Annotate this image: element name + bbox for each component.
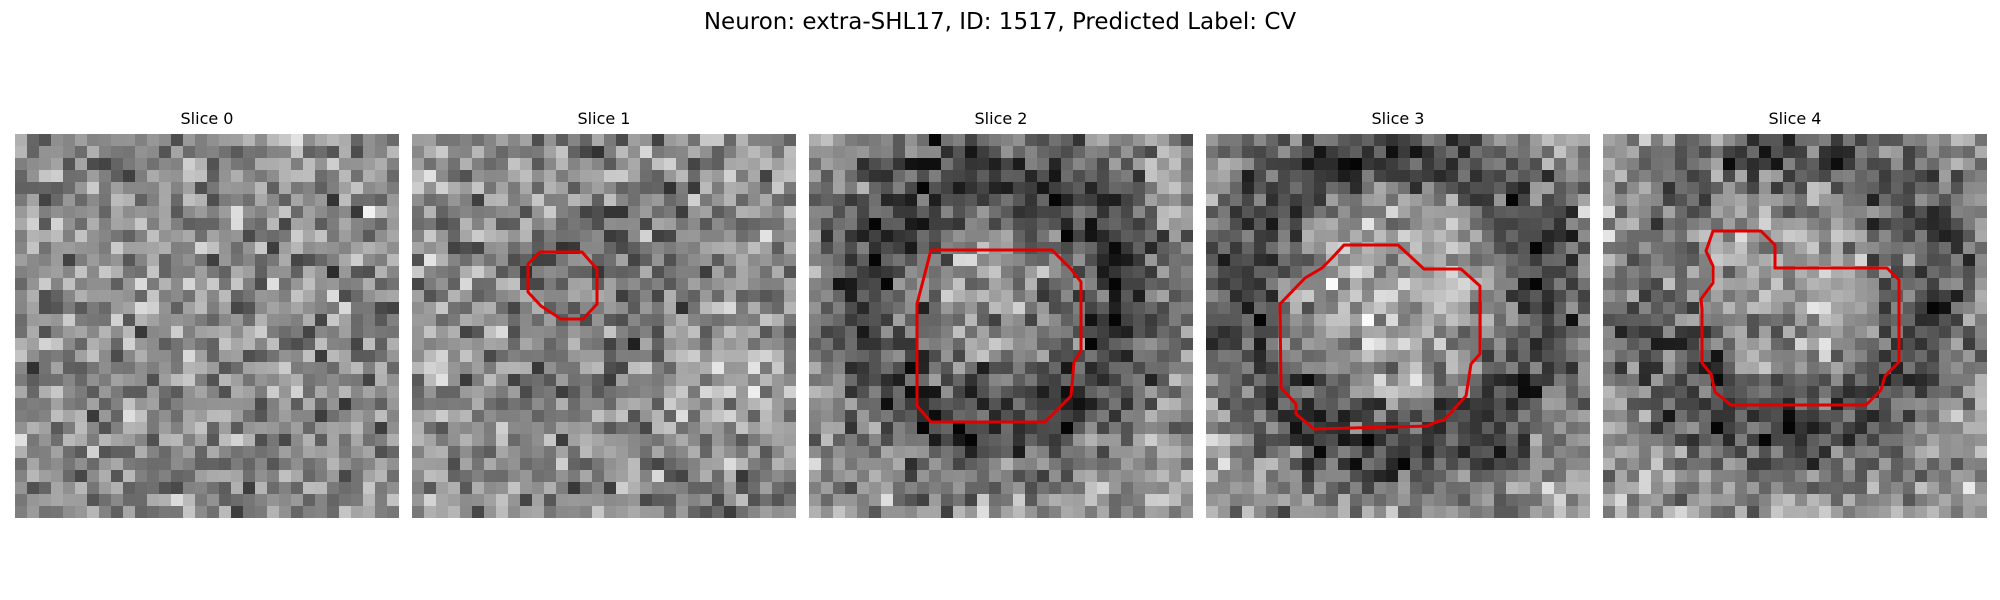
segmentation-contour [526, 250, 599, 321]
segmentation-contour [1278, 243, 1482, 431]
slice-title: Slice 1 [577, 109, 631, 128]
pixel-grid [1206, 134, 1590, 518]
slice-image [15, 134, 399, 518]
slice-panel-2: Slice 2 [809, 108, 1193, 518]
slice-title: Slice 3 [1371, 109, 1425, 128]
slice-panel-1: Slice 1 [412, 108, 796, 518]
slice-image [412, 134, 796, 518]
slice-title: Slice 4 [1768, 109, 1822, 128]
pixel-grid [15, 134, 399, 518]
slice-panel-4: Slice 4 [1603, 108, 1987, 518]
figure-title: Neuron: extra-SHL17, ID: 1517, Predicted… [703, 9, 1297, 35]
slice-panel-0: Slice 0 [15, 108, 399, 518]
pixel-grid [1603, 134, 1987, 518]
slice-image [1603, 134, 1987, 518]
pixel-grid [412, 134, 796, 518]
slice-title: Slice 0 [180, 109, 234, 128]
segmentation-contour [915, 248, 1083, 424]
segmentation-contour [1699, 229, 1901, 407]
pixel-grid [809, 134, 1193, 518]
slice-image [809, 134, 1193, 518]
slice-title: Slice 2 [974, 109, 1028, 128]
slice-panel-3: Slice 3 [1206, 108, 1590, 518]
slice-image [1206, 134, 1590, 518]
